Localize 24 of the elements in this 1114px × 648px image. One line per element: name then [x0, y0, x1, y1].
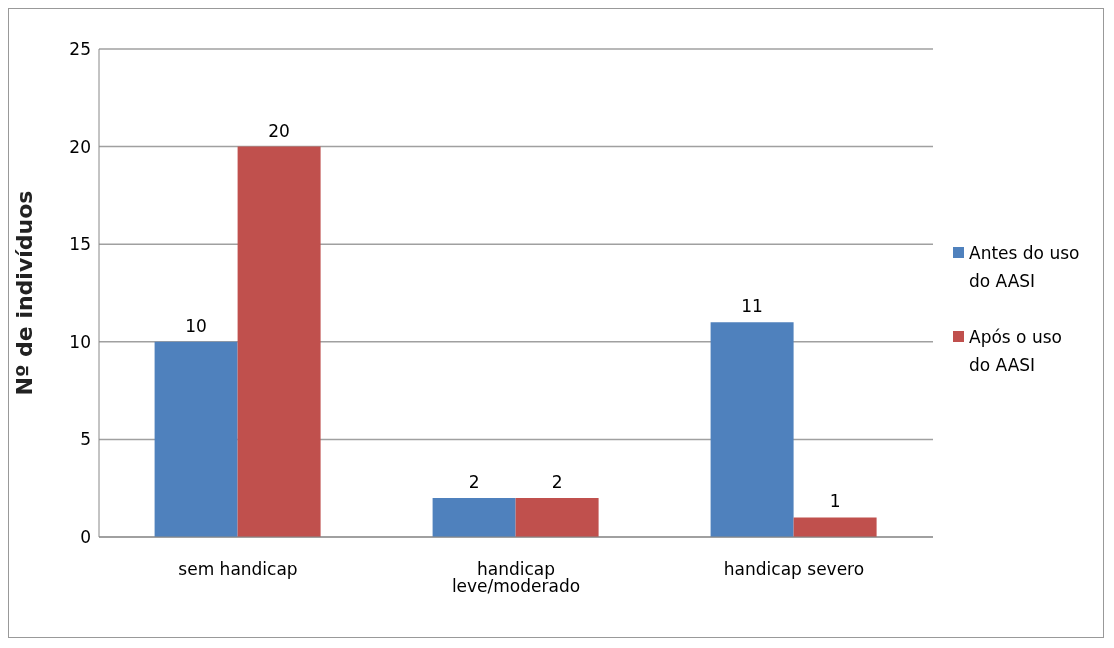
y-tick-label: 15 — [69, 234, 91, 255]
bar — [710, 322, 794, 537]
y-tick-label: 5 — [80, 429, 91, 450]
data-label: 2 — [551, 471, 563, 492]
x-tick-label: sem handicap — [178, 559, 298, 580]
legend-label: Após o uso do AASI — [969, 326, 1063, 377]
bar — [237, 146, 321, 537]
x-tick-label: handicap severo — [723, 559, 865, 580]
bar — [432, 497, 516, 537]
x-tick-label: handicap leve/moderado — [451, 559, 581, 597]
y-tick-label: 10 — [69, 331, 91, 352]
bar — [793, 517, 877, 537]
y-tick-label: 20 — [69, 136, 91, 157]
y-tick-label: 25 — [69, 39, 91, 60]
data-label: 11 — [741, 296, 763, 317]
y-axis-title: Nº de indivíduos — [11, 190, 37, 396]
bar — [154, 341, 238, 537]
bar — [515, 497, 599, 537]
data-label: 2 — [468, 471, 480, 492]
data-label: 1 — [829, 491, 841, 512]
legend-label: Antes do uso do AASI — [969, 242, 1081, 293]
data-label: 20 — [268, 120, 290, 141]
y-tick-label: 0 — [80, 527, 91, 548]
data-label: 10 — [185, 315, 207, 336]
